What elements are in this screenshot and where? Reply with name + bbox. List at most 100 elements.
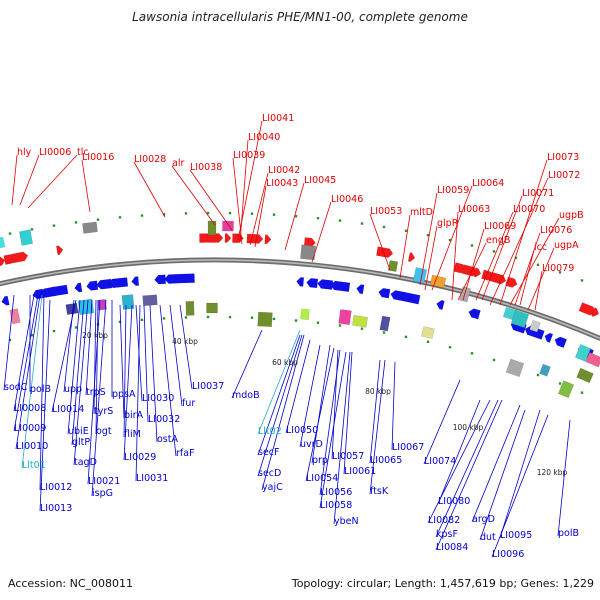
leader-line xyxy=(451,211,459,301)
forward-gene-label: ugpB xyxy=(559,210,584,221)
gc-track-dot xyxy=(162,317,166,320)
forward-gene-label: LI0045 xyxy=(304,175,336,186)
leader-line xyxy=(123,304,133,461)
leader-line xyxy=(87,299,101,485)
reverse-gene-label: LI0010 xyxy=(16,441,48,452)
gc-track-dot xyxy=(492,250,496,253)
reverse-gene-arrow xyxy=(175,273,195,284)
accession-text: Accession: NC_008011 xyxy=(8,577,134,590)
forward-gene-label: LI0053 xyxy=(370,206,402,217)
leader-line xyxy=(239,139,249,243)
reverse-gene-arrow xyxy=(108,277,129,289)
leader-line xyxy=(254,185,267,248)
reverse-gene-label: LI0082 xyxy=(428,515,460,526)
gc-track-dot xyxy=(52,224,56,227)
reverse-gene-arrow xyxy=(400,292,421,305)
reverse-gene-label: gltP xyxy=(72,437,90,448)
gc-track-dot xyxy=(228,315,232,319)
scale-tick-label: 60 kbp xyxy=(272,358,298,367)
leader-line xyxy=(437,399,481,505)
forward-gene-arrow xyxy=(10,251,29,264)
leader-line xyxy=(39,294,45,491)
leader-line xyxy=(231,329,263,399)
leader-line xyxy=(431,185,473,291)
forward-gene-label: LI0046 xyxy=(331,194,363,205)
gc-track-dot xyxy=(404,229,408,233)
forward-gene-label: LI0072 xyxy=(548,170,580,181)
gc-track-dot xyxy=(316,321,320,324)
cog-feature-box xyxy=(585,352,600,368)
leader-line xyxy=(71,299,85,446)
reverse-gene-label: LI0029 xyxy=(124,452,156,463)
cog-feature-box xyxy=(576,367,594,384)
reverse-gene-label: upp xyxy=(64,384,82,395)
reverse-gene-arrow xyxy=(48,284,69,297)
forward-gene-arrow xyxy=(473,267,482,278)
gc-track-dot xyxy=(118,320,122,324)
leader-line xyxy=(369,359,381,464)
gc-track-dot xyxy=(558,271,562,274)
forward-gene-arrow xyxy=(591,307,600,317)
leader-line xyxy=(509,217,560,306)
reverse-gene-arrow xyxy=(306,277,319,289)
scale-tick-label: 20 kbp xyxy=(82,331,108,340)
rna-gene-label: Llt02 xyxy=(258,426,282,437)
forward-gene-label: engB xyxy=(486,235,510,246)
leader-line xyxy=(21,294,43,469)
leader-line xyxy=(285,339,311,434)
gc-track-dot xyxy=(580,391,584,394)
leader-line xyxy=(249,172,269,246)
gc-track-dot xyxy=(74,326,78,329)
reverse-gene-label: LI0037 xyxy=(192,381,224,392)
gc-track-dot xyxy=(360,327,364,330)
reverse-gene-arrow xyxy=(330,280,351,293)
forward-gene-arrow xyxy=(264,234,272,245)
leader-line xyxy=(514,232,541,306)
forward-gene-arrow xyxy=(246,233,264,244)
reverse-gene-label: ostA xyxy=(157,434,178,445)
gc-track-dot xyxy=(118,216,122,219)
leader-line xyxy=(95,299,99,435)
gc-track-dot xyxy=(184,212,188,215)
forward-gene-label: LI0042 xyxy=(268,165,300,176)
reverse-gene-label: ispG xyxy=(92,488,113,499)
gc-track-dot xyxy=(228,211,232,215)
forward-gene-label: alr xyxy=(172,158,184,169)
forward-gene-label: hly xyxy=(17,147,32,158)
cog-feature-box xyxy=(0,236,6,249)
gc-track-dot xyxy=(294,214,298,218)
map-title: Lawsonia intracellularis PHE/MN1-00, com… xyxy=(132,10,468,24)
leader-line xyxy=(427,399,491,524)
leader-line xyxy=(257,334,301,456)
gc-track-dot xyxy=(470,244,474,247)
leader-line xyxy=(299,344,321,448)
cog-feature-box xyxy=(539,363,551,377)
leader-line xyxy=(333,351,351,525)
reverse-gene-arrow xyxy=(356,284,365,295)
genome-stats-text: Topology: circular; Length: 1,457,619 bp… xyxy=(291,577,594,590)
leader-line xyxy=(51,299,77,413)
forward-gene-arrow xyxy=(407,252,416,262)
gc-track-dot xyxy=(250,316,254,319)
cog-feature-box xyxy=(257,311,273,327)
reverse-gene-label: LI0074 xyxy=(424,456,456,467)
leader-line xyxy=(475,211,514,301)
leader-line xyxy=(479,409,526,541)
gc-track-dot xyxy=(558,382,562,385)
cog-feature-box xyxy=(19,229,33,246)
forward-gene-label: LI0059 xyxy=(437,185,469,196)
leader-line xyxy=(27,154,78,209)
gc-track-dot xyxy=(30,228,34,231)
leader-line xyxy=(261,334,305,491)
leader-line xyxy=(91,299,107,497)
leader-line xyxy=(13,294,35,412)
reverse-gene-arrow xyxy=(317,279,334,290)
gc-track-dot xyxy=(492,358,496,362)
forward-gene-label: LI0069 xyxy=(484,221,516,232)
reverse-gene-label: yajC xyxy=(262,482,283,493)
forward-gene-label: LI0063 xyxy=(458,204,490,215)
reverse-gene-label: fur xyxy=(182,398,195,409)
gc-track-dot xyxy=(382,331,386,334)
reverse-gene-arrow xyxy=(154,274,167,285)
cog-feature-box xyxy=(387,260,399,272)
